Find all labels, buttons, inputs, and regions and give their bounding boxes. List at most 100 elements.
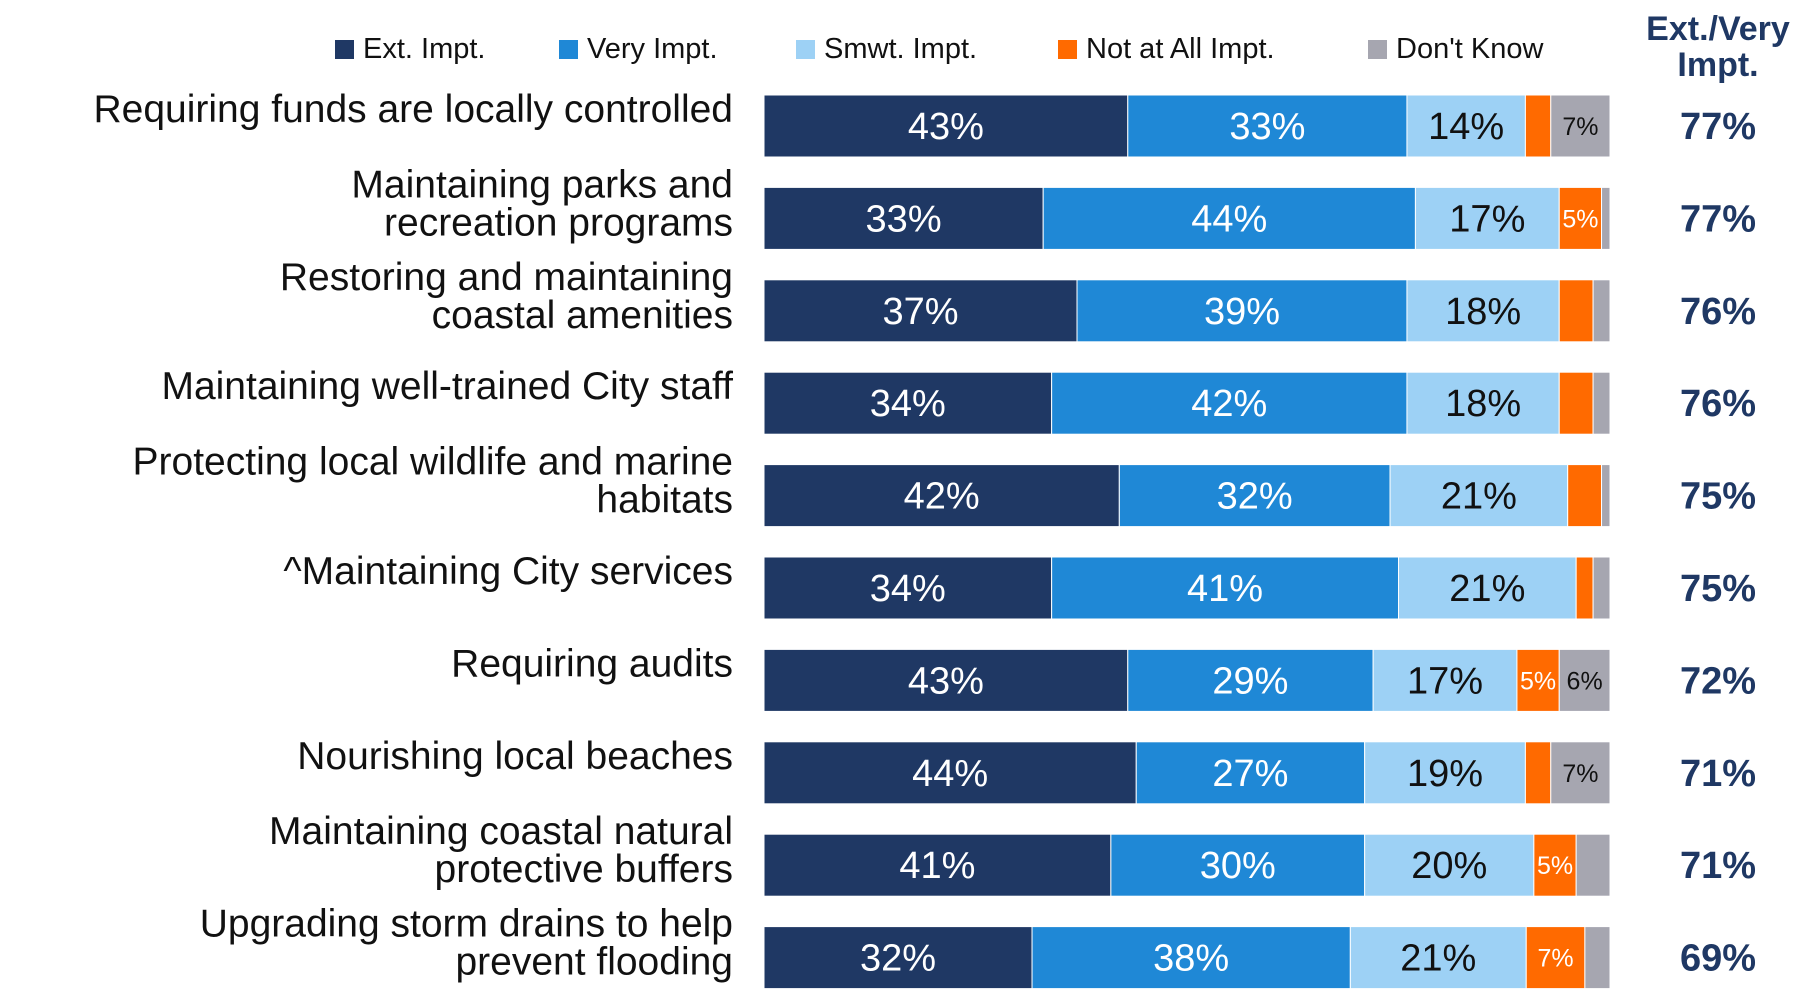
bar-value-label: 41% bbox=[1187, 568, 1263, 610]
bar-segment-smwt-impt bbox=[1364, 741, 1526, 805]
bar-segment-not-at-all-impt bbox=[1575, 556, 1594, 620]
bar-segment-don-t-know bbox=[1584, 926, 1611, 990]
bar-row: 37% 39% 18% bbox=[763, 279, 1611, 343]
bar-value-label: 14% bbox=[1428, 106, 1504, 148]
total-value: 77% bbox=[1680, 106, 1756, 148]
bar-segment-very-impt bbox=[1051, 556, 1399, 620]
bar-value-label: 33% bbox=[1229, 106, 1305, 148]
total-value: 75% bbox=[1680, 476, 1756, 518]
category-label: Maintaining parks and bbox=[351, 163, 733, 206]
bar-value-label: 32% bbox=[860, 938, 936, 980]
category-label: Maintaining coastal natural bbox=[269, 810, 733, 853]
category-label: Maintaining well-trained City staff bbox=[161, 365, 733, 408]
bar-value-label: 17% bbox=[1449, 198, 1525, 240]
legend-swatch bbox=[1368, 40, 1387, 59]
bars: 43% 33% 14% 7% 33% 44% 17% 5% 37% 39% 18% 34% 42% 18%… bbox=[763, 94, 1611, 990]
category-label: Requiring audits bbox=[451, 642, 733, 685]
category-label: Protecting local wildlife and marine bbox=[133, 441, 733, 484]
bar-value-label: 21% bbox=[1449, 568, 1525, 610]
bar-value-label: 18% bbox=[1445, 383, 1521, 425]
legend-item-not-at-all-impt: Not at All Impt. bbox=[1058, 33, 1275, 65]
bar-value-label: 42% bbox=[1191, 383, 1267, 425]
bar-segment-don-t-know bbox=[1550, 741, 1611, 805]
bar-segment-very-impt bbox=[1118, 464, 1391, 528]
bar-value-label: 7% bbox=[1562, 760, 1598, 788]
bar-segment-smwt-impt bbox=[1389, 464, 1569, 528]
bar-row: 42% 32% 21% bbox=[763, 464, 1611, 528]
bar-segment-ext-impt bbox=[763, 371, 1053, 435]
bar-value-label: 44% bbox=[912, 753, 988, 795]
bar-segment-not-at-all-impt bbox=[1558, 279, 1594, 343]
bar-row: 43% 29% 17% 5% 6% bbox=[763, 648, 1611, 712]
legend-label: Don't Know bbox=[1396, 33, 1544, 65]
legend-swatch bbox=[335, 40, 354, 59]
bar-value-label: 27% bbox=[1212, 753, 1288, 795]
bar-segment-smwt-impt bbox=[1414, 186, 1560, 250]
bar-segment-very-impt bbox=[1076, 279, 1408, 343]
legend-label: Not at All Impt. bbox=[1086, 33, 1275, 65]
bar-value-label: 44% bbox=[1191, 198, 1267, 240]
bar-segment-smwt-impt bbox=[1406, 94, 1526, 158]
legend-item-smwt-impt: Smwt. Impt. bbox=[796, 33, 977, 65]
bar-segment-smwt-impt bbox=[1406, 371, 1560, 435]
total-value: 76% bbox=[1680, 383, 1756, 425]
legend-item-very-impt: Very Impt. bbox=[559, 33, 718, 65]
category-label: coastal amenities bbox=[432, 294, 733, 337]
bar-value-label: 38% bbox=[1153, 938, 1229, 980]
total-value: 71% bbox=[1680, 845, 1756, 887]
bar-segment-not-at-all-impt bbox=[1558, 371, 1594, 435]
bar-value-label: 18% bbox=[1445, 291, 1521, 333]
bar-segment-smwt-impt bbox=[1372, 648, 1518, 712]
bar-segment-don-t-know bbox=[1601, 464, 1611, 528]
bar-value-label: 42% bbox=[904, 476, 980, 518]
legend: Ext. Impt. Very Impt. Smwt. Impt. Not at Al… bbox=[335, 33, 1544, 65]
totals-header-line: Impt. bbox=[1677, 46, 1758, 84]
category-label: Upgrading storm drains to help bbox=[200, 903, 733, 946]
legend-swatch bbox=[559, 40, 578, 59]
legend-swatch bbox=[1058, 40, 1077, 59]
bar-value-label: 37% bbox=[882, 291, 958, 333]
bar-value-label: 43% bbox=[908, 660, 984, 702]
category-label: Nourishing local beaches bbox=[297, 735, 733, 778]
bar-segment-don-t-know bbox=[1592, 279, 1611, 343]
legend-label: Ext. Impt. bbox=[363, 33, 485, 65]
total-value: 69% bbox=[1680, 938, 1756, 980]
bar-value-label: 7% bbox=[1537, 945, 1573, 973]
bar-segment-don-t-know bbox=[1558, 648, 1611, 712]
bar-segment-don-t-know bbox=[1592, 556, 1611, 620]
bar-segment-don-t-know bbox=[1550, 94, 1611, 158]
bar-segment-ext-impt bbox=[763, 556, 1053, 620]
bar-segment-very-impt bbox=[1110, 833, 1366, 897]
bar-segment-don-t-know bbox=[1592, 371, 1611, 435]
bar-segment-don-t-know bbox=[1575, 833, 1611, 897]
category-label: recreation programs bbox=[384, 201, 733, 244]
bar-value-label: 43% bbox=[908, 106, 984, 148]
bar-value-label: 21% bbox=[1441, 476, 1517, 518]
bar-value-label: 39% bbox=[1204, 291, 1280, 333]
total-value: 71% bbox=[1680, 753, 1756, 795]
category-labels: Requiring funds are locally controlled Ma… bbox=[93, 88, 733, 984]
total-value: 75% bbox=[1680, 568, 1756, 610]
bar-segment-ext-impt bbox=[763, 94, 1129, 158]
bar-segment-not-at-all-impt bbox=[1558, 186, 1603, 250]
bar-value-label: 5% bbox=[1562, 205, 1598, 233]
total-value: 72% bbox=[1680, 660, 1756, 702]
bar-segment-don-t-know bbox=[1601, 186, 1611, 250]
bar-segment-not-at-all-impt bbox=[1525, 926, 1586, 990]
bar-segment-not-at-all-impt bbox=[1524, 741, 1552, 805]
bar-segment-very-impt bbox=[1127, 94, 1408, 158]
total-value: 77% bbox=[1680, 198, 1756, 240]
bar-value-label: 33% bbox=[866, 198, 942, 240]
bar-row: 33% 44% 17% 5% bbox=[763, 186, 1611, 250]
bar-segment-ext-impt bbox=[763, 926, 1033, 990]
bar-segment-not-at-all-impt bbox=[1567, 464, 1603, 528]
bar-segment-smwt-impt bbox=[1349, 926, 1527, 990]
bar-value-label: 32% bbox=[1217, 476, 1293, 518]
bar-row: 41% 30% 20% 5% bbox=[763, 833, 1611, 897]
total-value: 76% bbox=[1680, 291, 1756, 333]
legend-label: Very Impt. bbox=[587, 33, 718, 65]
bar-value-label: 20% bbox=[1411, 845, 1487, 887]
bar-value-label: 29% bbox=[1212, 660, 1288, 702]
